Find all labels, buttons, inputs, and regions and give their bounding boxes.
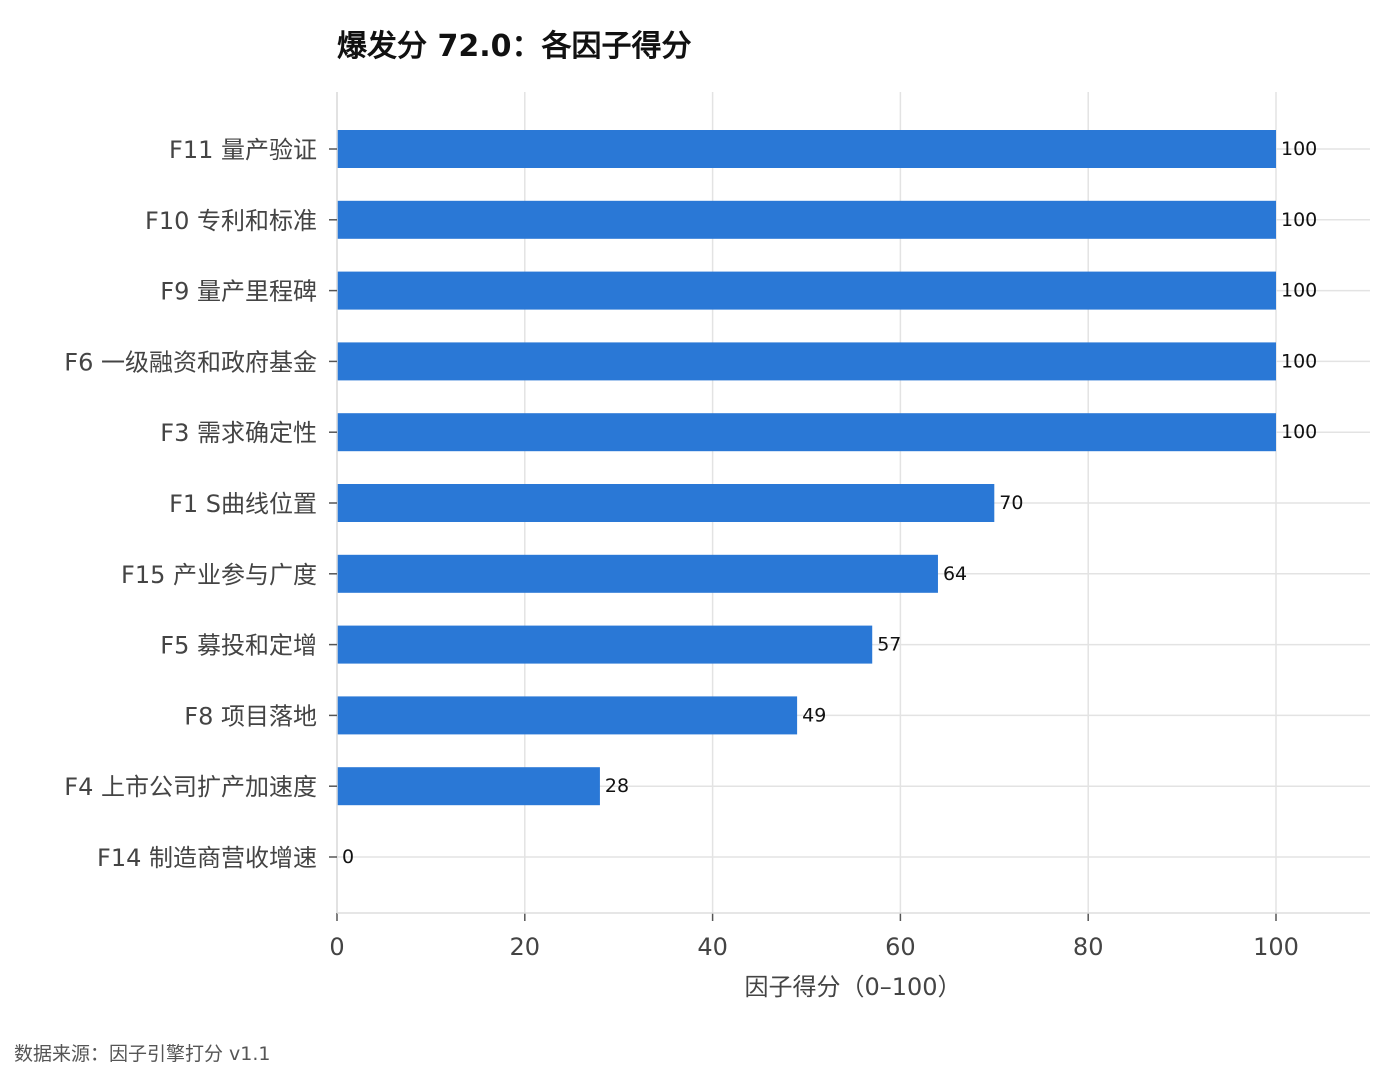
bar-4 <box>337 413 1276 452</box>
bar-5 <box>337 484 995 522</box>
x-tick-label-1: 20 <box>510 933 541 961</box>
bars <box>337 130 1276 806</box>
category-label-10: F14 制造商营收增速 <box>97 844 317 872</box>
bar-1 <box>337 200 1276 239</box>
value-label-8: 49 <box>802 704 826 726</box>
bar-0 <box>337 130 1276 168</box>
x-tick-label-0: 0 <box>329 933 344 961</box>
category-label-1: F10 专利和标准 <box>145 207 317 235</box>
value-label-9: 28 <box>605 775 629 797</box>
source-note: 数据来源：因子引擎打分 v1.1 <box>14 1043 271 1065</box>
chart-title: 爆发分 72.0：各因子得分 <box>337 29 691 64</box>
bar-8 <box>337 696 798 735</box>
category-label-0: F11 量产验证 <box>169 136 317 164</box>
labels: 0 20 40 60 80 100 F11 量产验证 100 F10 专利和标准 100 F9 量产… <box>64 136 1317 961</box>
category-label-2: F9 量产里程碑 <box>160 278 317 306</box>
category-label-4: F3 需求确定性 <box>160 419 317 447</box>
value-label-5: 70 <box>999 492 1023 514</box>
x-tick-label-2: 40 <box>697 933 728 961</box>
value-label-10: 0 <box>342 846 354 868</box>
bar-6 <box>337 554 938 593</box>
x-axis-title: 因子得分（0–100） <box>744 973 961 1001</box>
x-tick-label-4: 80 <box>1073 933 1104 961</box>
value-label-7: 57 <box>877 634 901 656</box>
category-label-9: F4 上市公司扩产加速度 <box>64 773 317 801</box>
category-label-8: F8 项目落地 <box>184 702 317 730</box>
value-label-4: 100 <box>1281 421 1317 443</box>
bar-7 <box>337 625 873 664</box>
value-label-3: 100 <box>1281 350 1317 372</box>
x-tick-label-3: 60 <box>885 933 916 961</box>
value-label-6: 64 <box>943 563 967 585</box>
category-label-5: F1 S曲线位置 <box>169 490 317 518</box>
value-label-2: 100 <box>1281 280 1317 302</box>
bar-9 <box>337 767 600 806</box>
category-label-6: F15 产业参与广度 <box>121 561 317 589</box>
category-label-7: F5 募投和定增 <box>160 632 317 660</box>
axes <box>329 92 1370 921</box>
category-label-3: F6 一级融资和政府基金 <box>64 348 317 376</box>
bar-2 <box>337 271 1276 310</box>
value-label-1: 100 <box>1281 209 1317 231</box>
bar-3 <box>337 342 1276 381</box>
value-label-0: 100 <box>1281 138 1317 160</box>
x-tick-label-5: 100 <box>1253 933 1299 961</box>
